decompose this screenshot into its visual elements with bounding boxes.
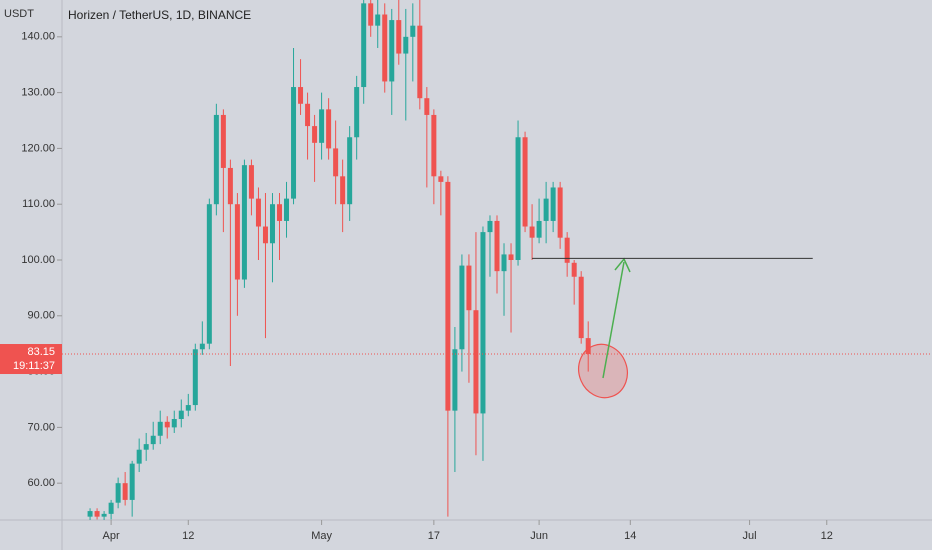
candle-body <box>403 36 409 54</box>
candle-body <box>171 419 177 428</box>
candle-body <box>255 198 261 227</box>
x-tick-label: 17 <box>428 530 440 542</box>
plot-area <box>87 0 591 520</box>
candle-body <box>108 502 114 514</box>
candle-body <box>578 276 584 339</box>
candle-body <box>445 181 451 411</box>
arrow-head <box>614 257 631 273</box>
candle-body <box>410 25 416 37</box>
candle-body <box>277 204 282 221</box>
candle-body <box>192 349 198 406</box>
countdown-label: 19:11:37 <box>13 360 55 372</box>
candle-body <box>312 126 318 143</box>
candle-body <box>291 87 297 199</box>
y-tick-label: 120.00 <box>21 142 55 154</box>
y-tick-label: 110.00 <box>22 198 55 210</box>
candle-body <box>101 513 107 517</box>
candle-body <box>529 226 535 238</box>
candle-body <box>571 262 577 277</box>
y-tick-label: 60.00 <box>27 477 55 489</box>
highlight-ellipse <box>578 343 628 399</box>
candle-body <box>487 220 493 233</box>
candle-body <box>382 14 388 82</box>
candle-body <box>564 237 570 263</box>
y-tick-label: 70.00 <box>27 421 55 433</box>
candle-body <box>368 3 374 26</box>
candle-body <box>438 176 444 182</box>
candle-body <box>508 254 514 260</box>
candle-body <box>557 187 563 238</box>
candle-body <box>136 449 142 464</box>
candle-body <box>213 114 219 205</box>
candle-body <box>515 137 521 260</box>
candle-body <box>396 20 402 54</box>
candle-body <box>206 204 212 344</box>
x-tick-label: Jul <box>743 530 757 542</box>
candle-body <box>466 265 472 311</box>
y-tick-label: 90.00 <box>27 310 55 322</box>
arrow <box>602 261 625 379</box>
candle-body <box>115 483 121 503</box>
candle-body <box>424 98 430 115</box>
candle-body <box>87 511 93 517</box>
candle-body <box>122 483 128 500</box>
candle-body <box>319 109 325 143</box>
candle-body <box>178 410 184 420</box>
x-tick-label: 12 <box>821 530 833 542</box>
x-tick-label: Apr <box>103 530 120 542</box>
x-tick-label: 14 <box>624 530 636 542</box>
last-price-label: 83.15 <box>27 346 55 358</box>
candle-body <box>220 114 226 168</box>
y-axis-unit: USDT <box>4 8 34 20</box>
candle-body <box>389 20 395 82</box>
candle-body <box>501 254 507 272</box>
candle-body <box>241 165 247 280</box>
chart-title: Horizen / TetherUS, 1D, BINANCE <box>68 8 251 22</box>
candle-body <box>326 109 332 149</box>
candle-body <box>459 265 465 350</box>
candle-body <box>340 176 346 205</box>
x-tick-label: May <box>311 530 332 542</box>
candle-body <box>305 103 311 127</box>
candle-body <box>494 220 500 272</box>
candle-body <box>354 87 360 138</box>
candle-body <box>550 187 556 221</box>
candle-body <box>262 226 268 244</box>
candle-body <box>269 204 275 244</box>
x-tick-label: Jun <box>530 530 548 542</box>
candle-body <box>480 232 486 414</box>
last-price-box <box>0 344 62 375</box>
y-tick-label: 100.00 <box>21 254 55 266</box>
candle-body <box>129 463 135 500</box>
y-tick-label: 140.00 <box>21 31 55 43</box>
candle-body <box>417 25 423 99</box>
candle-body <box>522 137 528 227</box>
candle-body <box>473 310 479 414</box>
candle-body <box>543 198 549 221</box>
candle-body <box>361 3 367 88</box>
candle-body <box>199 343 205 350</box>
candle-body <box>333 148 339 177</box>
x-tick-label: 12 <box>182 530 194 542</box>
candle-body <box>284 198 290 221</box>
candle-body <box>536 220 542 238</box>
candle-body <box>164 421 170 428</box>
candle-body <box>585 338 591 355</box>
candle-body <box>248 165 254 199</box>
candle-body <box>298 87 304 104</box>
candle-body <box>227 167 233 205</box>
candle-body <box>431 114 437 177</box>
candle-body <box>94 511 100 517</box>
candle-body <box>150 435 156 445</box>
y-tick-label: 130.00 <box>21 87 55 99</box>
candle-body <box>185 405 191 411</box>
candle-body <box>347 137 353 205</box>
candle-body <box>234 204 240 280</box>
candle-body <box>375 14 381 26</box>
candle-body <box>157 421 163 436</box>
candle-body <box>452 349 458 411</box>
candle-body <box>143 444 149 450</box>
